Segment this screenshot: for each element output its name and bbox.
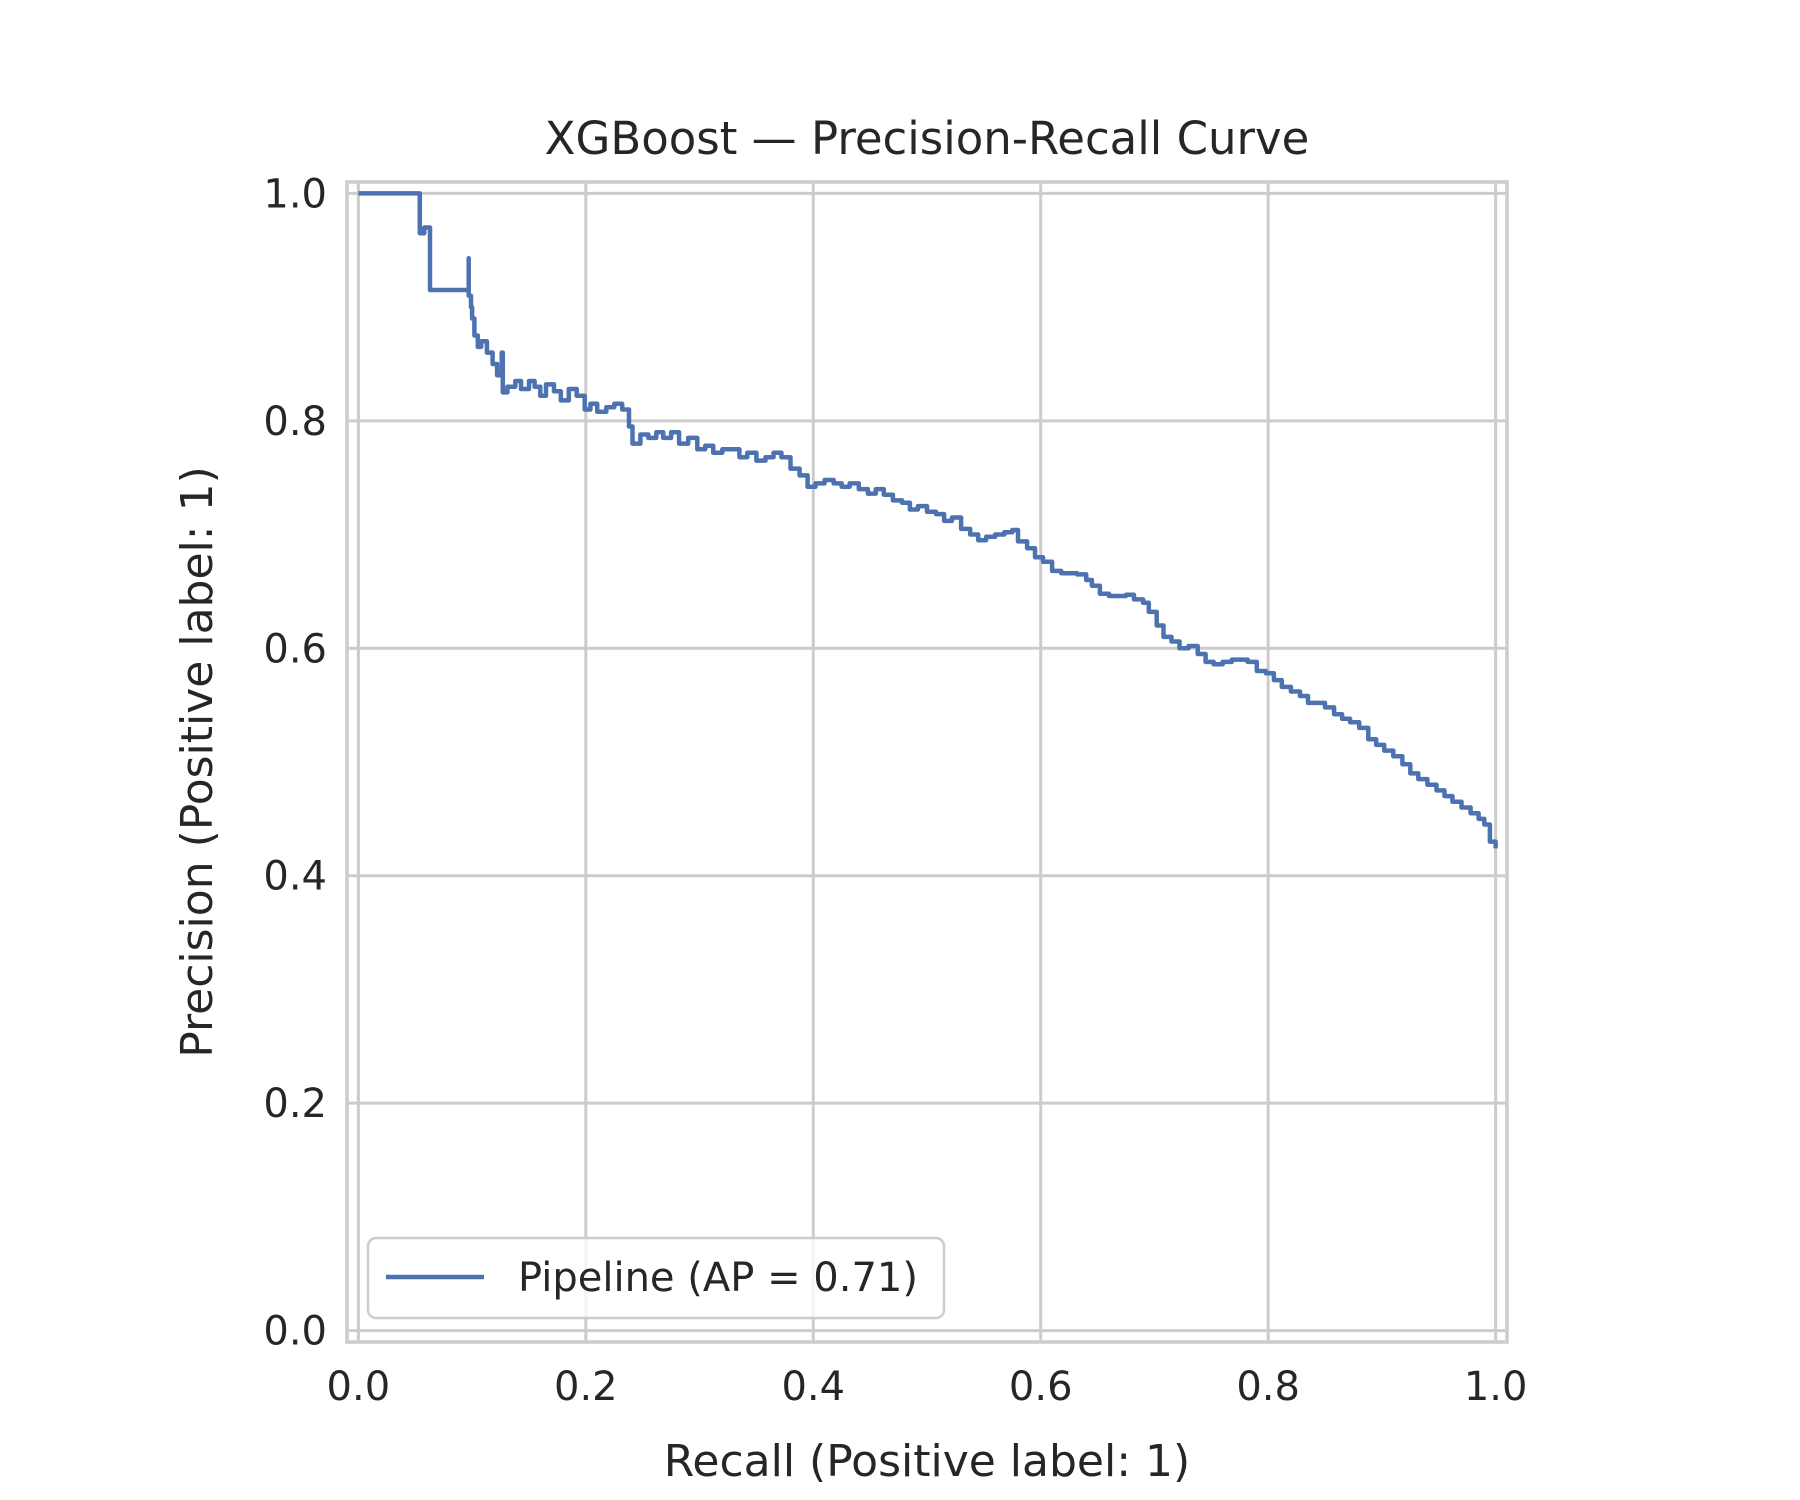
grid: [347, 182, 1507, 1342]
y-tick-label: 0.2: [263, 1081, 327, 1127]
y-tick-label: 0.6: [263, 626, 327, 672]
x-tick-label: 0.6: [1009, 1364, 1073, 1410]
y-tick-label: 1.0: [263, 171, 327, 217]
x-tick-label: 0.0: [327, 1364, 391, 1410]
x-tick-label: 0.8: [1236, 1364, 1300, 1410]
chart-title: XGBoost — Precision-Recall Curve: [545, 112, 1310, 165]
y-tick-labels: 0.0 0.2 0.4 0.6 0.8 1.0: [263, 171, 327, 1354]
plot-frame: [345, 180, 1509, 1344]
legend: Pipeline (AP = 0.71): [366, 1236, 946, 1320]
y-axis-label: Precision (Positive label: 1): [172, 466, 223, 1057]
x-tick-label: 0.4: [781, 1364, 845, 1410]
legend-box: [366, 1236, 946, 1320]
y-tick-label: 0.0: [263, 1309, 327, 1355]
x-axis-label: Recall (Positive label: 1): [664, 1436, 1190, 1487]
x-tick-labels: 0.0 0.2 0.4 0.6 0.8 1.0: [327, 1364, 1528, 1410]
x-tick-label: 1.0: [1464, 1364, 1528, 1410]
legend-label-pipeline: Pipeline (AP = 0.71): [518, 1255, 918, 1301]
y-tick-label: 0.8: [263, 399, 327, 445]
series-line-pipeline: [358, 191, 1498, 849]
y-tick-label: 0.4: [263, 854, 327, 900]
x-tick-label: 0.2: [554, 1364, 618, 1410]
